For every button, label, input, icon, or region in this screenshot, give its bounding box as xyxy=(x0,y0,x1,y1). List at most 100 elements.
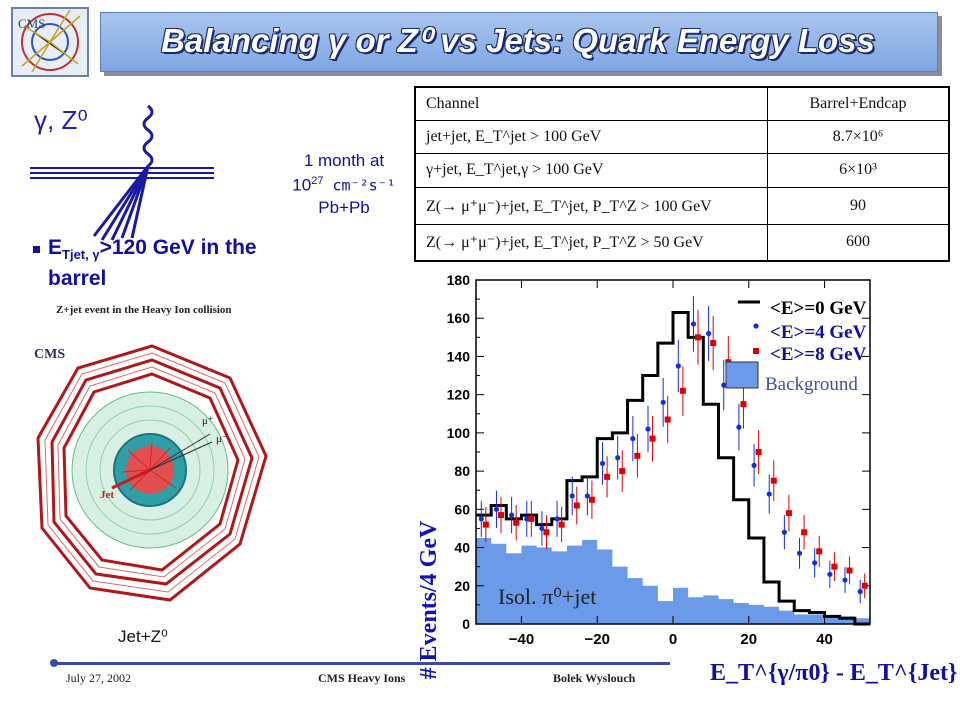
luminosity-line1: 1 month at xyxy=(303,151,385,170)
data-point-e4 xyxy=(630,436,636,442)
y-tick-label: 100 xyxy=(447,425,471,441)
y-tick-label: 60 xyxy=(454,501,470,517)
title-bar xyxy=(100,12,938,72)
data-point-e4 xyxy=(584,493,590,499)
data-point-e8 xyxy=(846,567,853,574)
table-row: γ+jet, E_T^jet,γ > 100 GeV 6×10³ xyxy=(416,153,948,188)
legend-marker-e8 xyxy=(753,348,759,354)
footer-divider xyxy=(52,662,670,665)
table-header-channel: Channel xyxy=(426,94,480,112)
data-point-e8 xyxy=(664,416,671,423)
x-tick-label: 40 xyxy=(816,631,833,648)
data-point-e8 xyxy=(619,468,626,475)
data-point-e4 xyxy=(690,321,697,327)
data-point-e8 xyxy=(528,515,535,522)
slide-title: Balancing γ or Z⁰ vs Jets: Quark Energy … xyxy=(161,22,875,59)
y-axis-label: # Events/4 GeV xyxy=(416,520,442,679)
luminosity-label: 1 month at 1027 cm⁻²s⁻¹ Pb+Pb xyxy=(284,150,404,218)
table-cell-channel: γ+jet, E_T^jet,γ > 100 GeV xyxy=(416,153,768,188)
data-point-e4 xyxy=(812,560,818,566)
table-cell-channel: Z(→ μ⁺μ⁻)+jet, E_T^jet, P_T^Z > 100 GeV xyxy=(416,186,768,224)
y-tick-label: 140 xyxy=(447,348,471,364)
data-point-e4 xyxy=(781,529,787,535)
y-tick-label: 80 xyxy=(454,463,470,479)
event-display-image: CMS μ⁺ μ⁻ Jet xyxy=(30,338,274,608)
data-point-e4 xyxy=(706,330,712,337)
data-point-e4 xyxy=(766,491,772,497)
table-row: jet+jet, E_T^jet > 100 GeV 8.7×10⁶ xyxy=(416,119,948,154)
data-point-e8 xyxy=(816,548,823,555)
y-tick-label: 120 xyxy=(447,387,471,403)
data-point-e4 xyxy=(857,588,863,595)
event-cms-label: CMS xyxy=(34,347,65,362)
bullet-subscript: Tjet, γ xyxy=(62,247,100,263)
y-tick-label: 40 xyxy=(454,540,470,556)
x-axis-label: E_T^{γ/π0} - E_T^{Jet} (GeV) xyxy=(710,660,960,686)
legend-label: Background xyxy=(765,374,858,395)
energy-balance-chart: 0 20 40 60 80 100 120 140 160 180 −40 −20 0 20 40 <E>=0… xyxy=(416,272,960,686)
data-point-e4 xyxy=(478,516,484,522)
x-tick-label: 0 xyxy=(669,631,677,648)
series-line-e0 xyxy=(476,310,870,626)
footer-author: Bolek Wyslouch xyxy=(553,671,636,685)
data-point-e8 xyxy=(498,512,505,519)
legend-label: <E>=4 GeV xyxy=(770,322,867,343)
cms-logo: CMS xyxy=(11,7,89,77)
luminosity-unit: cm⁻²s⁻¹ xyxy=(323,176,396,195)
table-cell-channel: jet+jet, E_T^jet > 100 GeV xyxy=(416,119,768,154)
luminosity-exp: 27 xyxy=(311,175,324,187)
y-tick-label: 0 xyxy=(462,616,470,632)
background-annotation: Isol. π⁰+jet xyxy=(498,584,596,609)
data-point-e8 xyxy=(831,563,838,570)
data-point-e8 xyxy=(558,521,565,528)
data-point-e8 xyxy=(770,477,777,484)
event-image-caption: Jet+Z⁰ xyxy=(118,627,168,646)
x-tick-label: −40 xyxy=(509,631,534,648)
legend-marker-e4 xyxy=(753,323,759,329)
legend-marker-background xyxy=(725,361,759,389)
data-point-e4 xyxy=(796,550,803,556)
table-row: Z(→ μ⁺μ⁻)+jet, E_T^jet, P_T^Z > 100 GeV … xyxy=(416,186,948,224)
table-row: Z(→ μ⁺μ⁻)+jet, E_T^jet, P_T^Z > 50 GeV 6… xyxy=(416,223,948,260)
table-cell-value: 600 xyxy=(767,223,948,260)
jet-balance-diagram xyxy=(30,104,214,241)
data-point-e8 xyxy=(482,521,489,528)
bullet-rest: >120 GeV in the barrel xyxy=(48,236,257,291)
data-point-e4 xyxy=(675,363,681,369)
bullet-marker xyxy=(33,246,40,253)
luminosity-line3: Pb+Pb xyxy=(318,197,370,217)
data-point-e8 xyxy=(861,582,868,589)
data-point-e4 xyxy=(599,460,606,467)
footer-date: July 27, 2002 xyxy=(66,671,132,685)
data-point-e8 xyxy=(679,387,686,394)
data-point-e8 xyxy=(740,401,747,408)
bullet-e: E xyxy=(48,236,63,259)
table-cell-value: 6×10³ xyxy=(767,153,948,188)
data-point-e4 xyxy=(554,516,560,522)
data-point-e4 xyxy=(827,571,833,577)
data-point-e8 xyxy=(634,452,641,459)
table-cell-channel: Z(→ μ⁺μ⁻)+jet, E_T^jet, P_T^Z > 50 GeV xyxy=(416,223,768,260)
data-point-e8 xyxy=(604,473,611,480)
data-point-e4 xyxy=(493,506,500,512)
data-point-e4 xyxy=(660,399,666,405)
table-cell-value: 8.7×10⁶ xyxy=(767,119,948,154)
background-histogram xyxy=(476,538,870,624)
luminosity-base: 10 xyxy=(292,175,312,195)
data-point-e8 xyxy=(801,529,808,536)
y-tick-label: 180 xyxy=(447,272,471,288)
event-caption: Z+jet event in the Heavy Ion collision xyxy=(56,304,232,316)
data-point-e8 xyxy=(755,449,762,455)
data-point-e4 xyxy=(524,516,530,522)
data-point-e8 xyxy=(543,529,550,536)
table-header-value: Barrel+Endcap xyxy=(767,88,948,121)
table-cell-value: 90 xyxy=(767,186,948,224)
gamma-z-label: γ, Z⁰ xyxy=(34,105,88,135)
data-point-e4 xyxy=(736,424,742,430)
x-tick-label: 20 xyxy=(740,631,757,648)
y-tick-label: 160 xyxy=(447,310,471,326)
mu-minus-label: μ⁻ xyxy=(216,433,228,445)
data-point-e4 xyxy=(509,512,515,518)
data-point-e8 xyxy=(513,519,520,526)
channel-table: Channel Barrel+Endcap jet+jet, E_T^jet >… xyxy=(414,86,950,262)
